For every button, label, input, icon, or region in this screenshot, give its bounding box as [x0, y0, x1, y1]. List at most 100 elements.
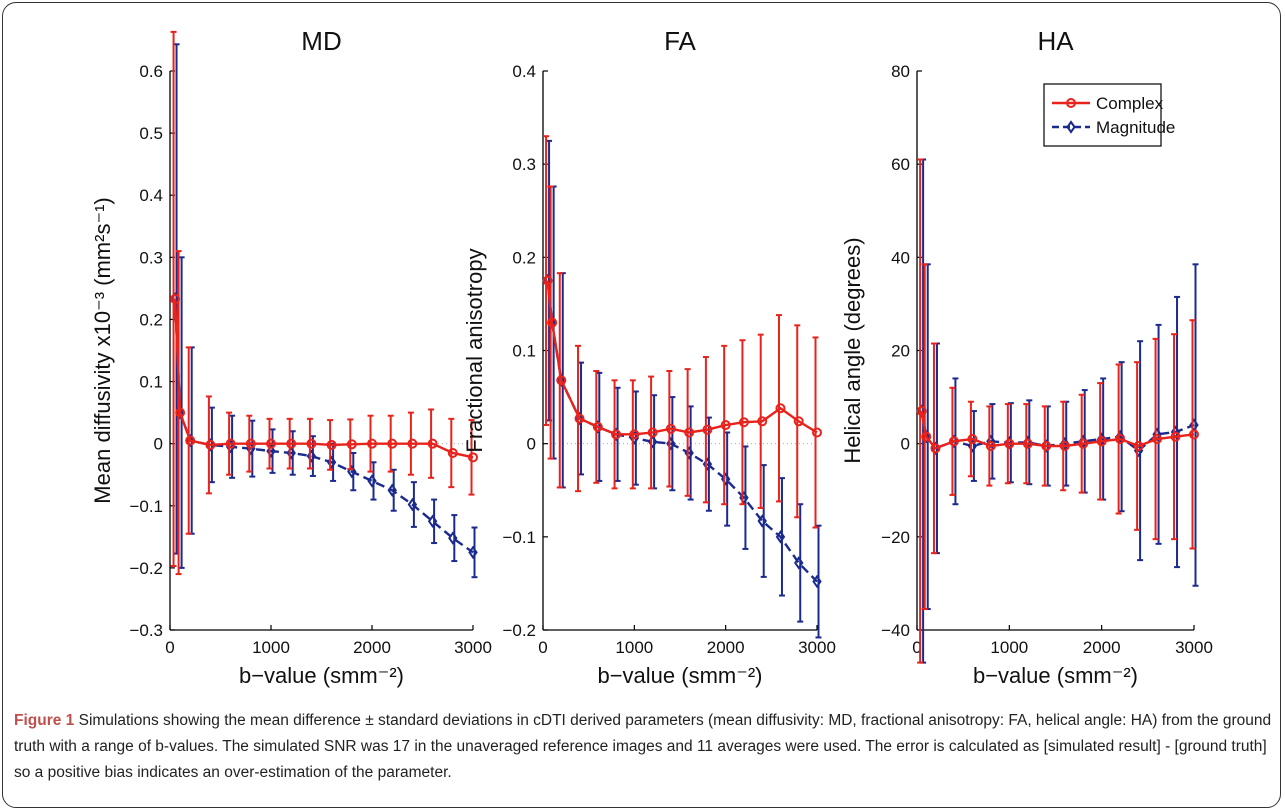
x-axis-label: b−value (smm⁻²): [239, 663, 404, 688]
series-line: [173, 298, 474, 554]
y-tick-label: 60: [891, 155, 910, 174]
data-point: [346, 439, 357, 450]
y-tick-label: 0.3: [512, 155, 536, 174]
data-point: [225, 438, 236, 449]
series-complex: [916, 158, 1199, 664]
data-point: [611, 429, 622, 440]
y-tick-label: 0.2: [512, 248, 536, 267]
x-tick-label: 1000: [990, 638, 1028, 657]
y-tick-label: 0.5: [139, 124, 163, 143]
caption-text: Simulations showing the mean difference …: [14, 712, 1272, 781]
data-point: [407, 497, 418, 512]
data-point: [175, 407, 186, 418]
x-axis-label: b−value (smm⁻²): [973, 663, 1138, 688]
data-point: [367, 438, 377, 449]
data-point: [948, 436, 959, 447]
data-point: [326, 439, 337, 450]
caption-label: Figure 1: [14, 712, 75, 729]
figure-caption: Figure 1 Simulations showing the mean di…: [14, 708, 1276, 786]
data-point: [556, 375, 567, 386]
x-tick-label: 3000: [1175, 638, 1213, 657]
data-point: [665, 423, 676, 434]
data-point: [1059, 440, 1070, 451]
data-point: [647, 427, 658, 438]
data-point: [468, 545, 478, 560]
chart-title: FA: [664, 26, 696, 56]
y-axis-label: Helical angle (degrees): [840, 237, 865, 463]
data-point: [629, 429, 640, 440]
x-tick-label: 1000: [252, 638, 290, 657]
data-point: [775, 530, 786, 544]
series-magnitude: [170, 43, 478, 579]
data-point: [738, 417, 749, 428]
data-point: [245, 438, 256, 449]
data-point: [427, 438, 438, 449]
x-tick-label: 2000: [353, 638, 391, 657]
y-tick-label: −20: [881, 528, 910, 547]
data-point: [286, 438, 297, 449]
series-line: [920, 410, 1195, 453]
data-point: [1115, 434, 1126, 445]
y-tick-label: 0.1: [512, 342, 536, 361]
chart-title: HA: [1037, 26, 1074, 56]
data-point: [266, 438, 276, 449]
data-point: [448, 531, 458, 545]
data-point: [702, 424, 713, 435]
series-line: [920, 410, 1195, 450]
y-tick-label: −40: [881, 621, 910, 640]
data-point: [1152, 434, 1163, 445]
y-tick-label: 0.2: [139, 310, 163, 329]
x-tick-label: 0: [538, 638, 547, 657]
data-point: [1133, 440, 1144, 451]
y-tick-label: 80: [891, 62, 910, 81]
data-point: [387, 438, 398, 449]
x-tick-label: 2000: [707, 638, 745, 657]
chart-panel-md: MD −0.3 −0.2 −0.1 0 0.1 0.2 0.3 0.4 0.5 0.6 0 1000 20…: [90, 26, 492, 688]
legend-marker: [1066, 98, 1076, 108]
chart-title: MD: [301, 26, 341, 56]
x-tick-label: 0: [165, 638, 174, 657]
data-point: [921, 431, 932, 442]
y-tick-label: 0.1: [139, 373, 163, 392]
data-point: [793, 416, 804, 427]
x-axis-label: b−value (smm⁻²): [597, 663, 762, 688]
data-point: [387, 483, 397, 497]
y-tick-label: −0.3: [129, 621, 163, 640]
data-point: [1189, 429, 1199, 440]
data-point: [306, 438, 317, 449]
data-point: [574, 413, 585, 424]
figure-charts: MD −0.3 −0.2 −0.1 0 0.1 0.2 0.3 0.4 0.5 0.6 0 1000 20…: [90, 26, 1213, 688]
data-point: [468, 452, 478, 463]
legend-label: Complex: [1096, 94, 1164, 113]
data-point: [720, 420, 731, 431]
data-point: [812, 574, 822, 589]
y-tick-label: −0.1: [502, 528, 536, 547]
y-tick-label: 0.4: [139, 186, 163, 205]
legend-label: Magnitude: [1096, 118, 1175, 137]
y-axis-label: Mean diffusivity x10⁻³ (mm²s⁻¹): [90, 197, 115, 503]
y-tick-label: 0.3: [139, 248, 163, 267]
series-line: [173, 298, 474, 459]
chart-panel-ha: HA −40 −20 0 20 40 60 80 0 1000 2000 3000 b−value (s…: [840, 26, 1213, 688]
data-point: [185, 435, 196, 446]
data-point: [967, 434, 978, 445]
data-point: [1041, 440, 1052, 451]
series-line: [546, 280, 818, 436]
data-point: [407, 438, 418, 449]
data-point: [1078, 438, 1089, 449]
data-point: [547, 317, 558, 328]
data-point: [684, 427, 695, 438]
data-point: [1022, 438, 1033, 449]
y-axis-label: Fractional anisotropy: [462, 248, 487, 452]
data-point: [542, 275, 553, 286]
data-point: [916, 406, 927, 417]
data-point: [812, 427, 822, 438]
legend-marker: [1066, 120, 1076, 134]
data-point: [1004, 438, 1015, 449]
x-tick-label: 1000: [615, 638, 653, 657]
y-tick-label: 0: [527, 435, 536, 454]
data-point: [794, 556, 804, 570]
y-tick-label: 0.6: [139, 62, 163, 81]
data-point: [592, 421, 603, 432]
chart-panel-fa: FA −0.2 −0.1 0 0.1 0.2 0.3 0.4 0 1000 2000 3000 b−va…: [462, 26, 836, 688]
